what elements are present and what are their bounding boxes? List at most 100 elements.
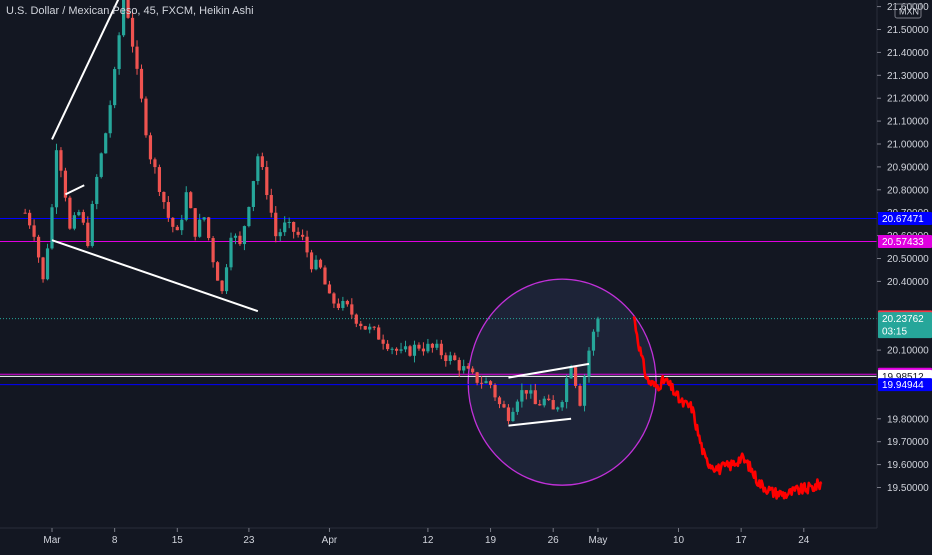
y-tick-label: 21.30000 <box>887 71 929 82</box>
candle <box>350 304 354 315</box>
y-tick-label: 19.60000 <box>887 460 929 471</box>
candle <box>274 212 278 237</box>
candle <box>314 259 318 270</box>
candle <box>462 366 466 371</box>
candle <box>399 349 403 351</box>
candle <box>68 197 72 229</box>
x-tick-label: 23 <box>243 535 255 546</box>
candle <box>251 181 255 207</box>
candle <box>327 284 332 294</box>
level-label-bg <box>878 234 932 248</box>
x-tick-label: 26 <box>548 535 560 546</box>
chart-title: U.S. Dollar / Mexican Peso, 45, FXCM, He… <box>6 5 254 17</box>
candle <box>215 262 220 281</box>
level-label: 19.94944 <box>882 380 924 391</box>
candle <box>363 326 367 330</box>
x-tick-label: 24 <box>798 535 810 546</box>
candle <box>582 376 587 406</box>
candle <box>220 280 224 292</box>
candle <box>189 192 193 209</box>
x-tick-label: 15 <box>172 535 184 546</box>
candle <box>448 355 452 361</box>
candle <box>287 221 291 223</box>
candle <box>135 46 139 69</box>
y-tick-label: 20.10000 <box>887 346 929 357</box>
y-tick-label: 20.90000 <box>887 162 929 173</box>
y-tick-label: 20.80000 <box>887 185 929 196</box>
x-tick-label: 8 <box>112 535 118 546</box>
y-tick-label: 21.10000 <box>887 117 929 128</box>
candle <box>381 339 385 344</box>
candle <box>28 212 32 226</box>
candle <box>126 0 130 18</box>
candle <box>408 346 412 356</box>
candle <box>484 381 488 384</box>
x-tick-label: Apr <box>322 535 338 546</box>
candle <box>578 385 582 406</box>
candle <box>113 69 117 106</box>
candle <box>23 212 27 214</box>
candle <box>529 390 533 394</box>
candle <box>390 348 394 350</box>
currency-badge <box>894 3 922 19</box>
candle <box>471 368 475 373</box>
y-tick-label: 19.70000 <box>887 437 929 448</box>
candle <box>323 267 327 285</box>
candle <box>547 398 551 401</box>
candle <box>417 344 421 349</box>
candle <box>153 159 157 168</box>
candle <box>318 259 323 268</box>
candle <box>175 226 179 231</box>
candle <box>108 105 112 134</box>
x-tick-label: 10 <box>673 535 685 546</box>
candle <box>587 350 591 377</box>
candle <box>412 344 417 356</box>
candle <box>354 314 358 324</box>
candle <box>77 212 81 216</box>
candle <box>157 167 161 192</box>
candle <box>229 237 233 268</box>
candle <box>193 208 197 237</box>
trendline-1 <box>51 239 259 313</box>
highlight-ellipse <box>467 278 657 486</box>
candle <box>50 207 54 249</box>
candle <box>122 0 126 36</box>
candle <box>45 248 50 280</box>
candle <box>90 203 94 246</box>
candle <box>166 202 170 218</box>
y-tick-label: 21.60000 <box>887 2 929 13</box>
candle <box>569 367 573 379</box>
candle <box>556 407 560 410</box>
candle <box>596 318 600 332</box>
candle <box>32 225 36 237</box>
trendline-4 <box>508 417 572 427</box>
candle <box>59 150 63 171</box>
candle <box>211 238 215 263</box>
candle <box>171 217 175 227</box>
candle <box>256 156 260 182</box>
candle <box>453 355 457 361</box>
candle <box>41 257 45 280</box>
candle <box>184 192 188 220</box>
candle <box>359 323 363 327</box>
level-label-bg <box>878 211 932 225</box>
candle <box>475 372 479 383</box>
y-tick-label: 20.40000 <box>887 277 929 288</box>
x-tick-label: 17 <box>736 535 748 546</box>
y-tick-label: 19.50000 <box>887 483 929 494</box>
y-tick-label: 20.50000 <box>887 254 929 265</box>
candle <box>144 98 148 136</box>
candle <box>488 381 493 385</box>
trendline-3 <box>508 362 590 379</box>
candle <box>573 367 578 386</box>
plot-area <box>0 0 877 500</box>
level-label: 20.23762 <box>882 314 924 325</box>
candle <box>36 236 41 258</box>
candle <box>283 222 287 233</box>
candle <box>81 212 85 223</box>
x-tick-label: 12 <box>422 535 434 546</box>
candle <box>207 217 211 239</box>
y-tick-label: 21.20000 <box>887 94 929 105</box>
